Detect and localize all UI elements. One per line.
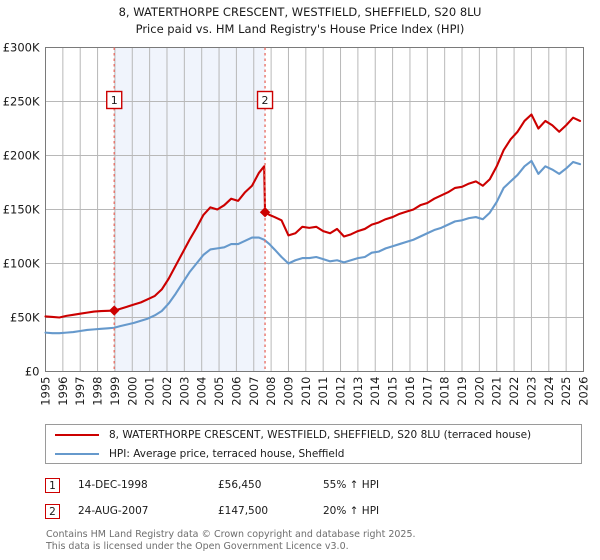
y-tick-label: £200K — [3, 149, 40, 163]
page-title: 8, WATERTHORPE CRESCENT, WESTFIELD, SHEF… — [0, 4, 600, 38]
x-tick-label: 2019 — [455, 377, 469, 406]
y-tick-label: £150K — [3, 203, 40, 217]
annotation-number-box — [256, 90, 274, 110]
title-line-1: 8, WATERTHORPE CRESCENT, WESTFIELD, SHEF… — [118, 5, 482, 19]
x-tick-label: 2024 — [542, 377, 556, 406]
sale-badge-1: 1 — [45, 477, 60, 493]
x-tick-label: 1995 — [39, 377, 53, 406]
plot-frame — [45, 47, 584, 372]
x-tick-label: 2015 — [386, 377, 400, 406]
x-tick-label: 2008 — [264, 377, 278, 406]
sales-table: 1 14-DEC-1998 £56,450 55% ↑ HPI 2 24-AUG… — [45, 472, 585, 524]
x-tick-label: 2026 — [577, 377, 591, 406]
x-tick-label: 2021 — [490, 377, 504, 406]
x-tick-label: 2010 — [299, 377, 313, 406]
series-line-property — [44, 113, 582, 319]
footer-line-1: Contains HM Land Registry data © Crown c… — [46, 529, 416, 540]
x-tick-label: 2011 — [316, 377, 330, 406]
table-row: 1 14-DEC-1998 £56,450 55% ↑ HPI — [45, 472, 585, 498]
chart-svg: £0 £50K £100K £150K £200K £250K £300K 1995 1996… — [3, 41, 591, 406]
legend-label-property: 8, WATERTHORPE CRESCENT, WESTFIELD, SHEF… — [109, 428, 532, 441]
x-tick-label: 2000 — [125, 377, 139, 406]
x-tick-label: 2009 — [281, 377, 295, 406]
annotation-number-label: 1 — [111, 94, 118, 107]
x-tick-label: 2007 — [247, 377, 261, 406]
legend-label-hpi: HPI: Average price, terraced house, Shef… — [109, 447, 345, 460]
x-tick-label: 2006 — [229, 377, 243, 406]
x-tick-label: 2025 — [559, 377, 573, 406]
x-tick-label: 2012 — [334, 377, 348, 406]
legend-line-icon-hpi — [55, 452, 99, 455]
x-tick-label: 2013 — [351, 377, 365, 406]
x-tick-label: 1999 — [108, 377, 122, 406]
x-tick-label: 2016 — [403, 377, 417, 406]
x-tick-label: 2005 — [212, 377, 226, 406]
x-tick-label: 2018 — [438, 377, 452, 406]
x-tick-label: 2022 — [507, 377, 521, 406]
sale-hpi-delta-2: 20% ↑ HPI — [323, 505, 380, 517]
sale-price-2: £147,500 — [218, 505, 269, 517]
x-tick-label: 2004 — [195, 377, 209, 406]
legend-item-hpi: HPI: Average price, terraced house, Shef… — [46, 444, 581, 463]
y-tick-label: £300K — [3, 41, 40, 55]
y-tick-label: £50K — [10, 311, 40, 325]
annotation-markers — [109, 207, 271, 316]
y-axis-tick-labels: £0 £50K £100K £150K £200K £250K £300K — [3, 41, 40, 379]
x-tick-label: 2023 — [524, 377, 538, 406]
sale-price-1: £56,450 — [218, 479, 262, 491]
x-tick-label: 1998 — [91, 377, 105, 406]
attribution-footer: Contains HM Land Registry data © Crown c… — [46, 529, 586, 552]
sale-point-marker — [259, 207, 271, 218]
x-tick-label: 2001 — [143, 377, 157, 406]
x-tick-label: 2003 — [177, 377, 191, 406]
y-tick-label: £250K — [3, 95, 40, 109]
annotation-number-label: 2 — [262, 94, 269, 107]
x-tick-label: 2020 — [472, 377, 486, 406]
sale-date-1: 14-DEC-1998 — [78, 479, 148, 491]
price-history-chart: £0 £50K £100K £150K £200K £250K £300K 1995 1996… — [3, 41, 591, 406]
x-tick-label: 1997 — [73, 377, 87, 406]
x-axis-tick-labels: 1995 1996 1997 1998 1999 2000 2001 2002 2003 2004… — [39, 377, 591, 406]
title-line-2: Price paid vs. HM Land Registry's House … — [135, 22, 465, 36]
x-tick-label: 2014 — [368, 377, 382, 406]
sale-date-2: 24-AUG-2007 — [78, 505, 149, 517]
footer-line-2: This data is licensed under the Open Gov… — [46, 540, 349, 552]
sale-badge-2: 2 — [45, 503, 60, 519]
x-tick-label: 2017 — [420, 377, 434, 406]
table-row: 2 24-AUG-2007 £147,500 20% ↑ HPI — [45, 498, 585, 524]
legend-item-property: 8, WATERTHORPE CRESCENT, WESTFIELD, SHEF… — [46, 425, 581, 444]
x-tick-label: 2002 — [160, 377, 174, 406]
series-lines — [44, 113, 582, 335]
sale-hpi-delta-1: 55% ↑ HPI — [323, 479, 380, 491]
annotation-number-box — [106, 90, 123, 110]
chart-legend: 8, WATERTHORPE CRESCENT, WESTFIELD, SHEF… — [45, 424, 582, 464]
y-tick-label: £100K — [3, 257, 40, 271]
legend-line-icon-property — [55, 433, 99, 436]
x-tick-label: 1996 — [56, 377, 70, 406]
sale-point-marker — [109, 305, 120, 316]
y-tick-label: £0 — [25, 365, 40, 379]
series-line-hpi — [44, 159, 582, 335]
